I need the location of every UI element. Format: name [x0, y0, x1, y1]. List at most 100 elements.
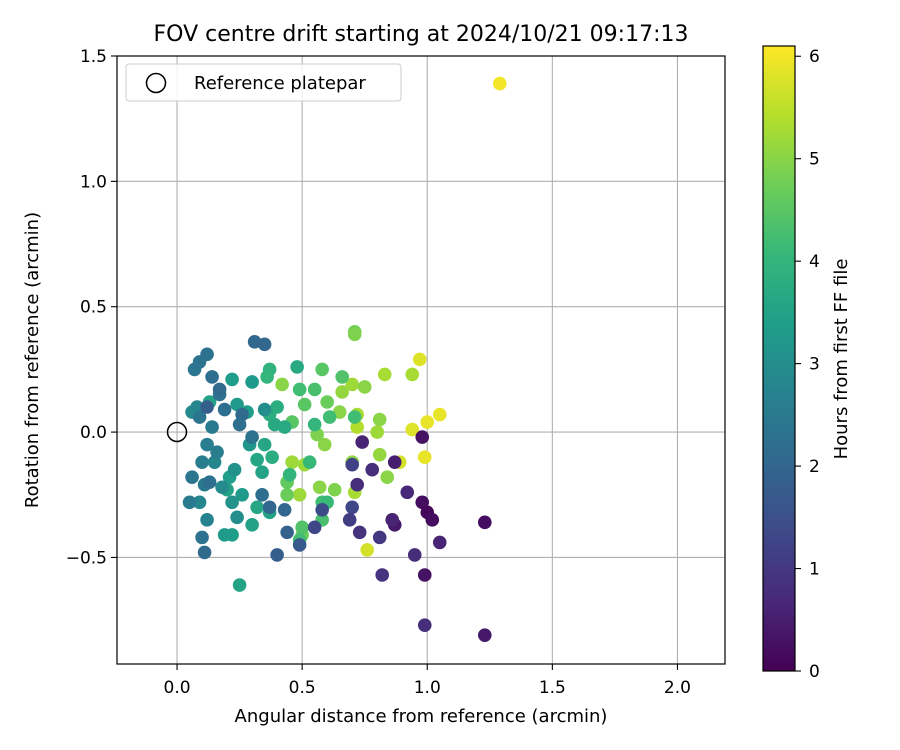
x-tick-label: 1.5 [539, 678, 566, 698]
data-point [282, 467, 297, 482]
data-point [262, 500, 277, 515]
colorbar-tick-label: 4 [809, 252, 820, 272]
data-point [372, 412, 387, 427]
data-point [493, 76, 507, 91]
data-point [245, 430, 259, 444]
data-point [200, 437, 214, 452]
chart-title: FOV centre drift starting at 2024/10/21 … [154, 22, 689, 47]
data-point [200, 513, 214, 527]
colorbar: 0 1 2 3 4 5 6 Hours from first FF file [762, 45, 852, 682]
data-point [277, 420, 292, 434]
data-point [417, 568, 432, 582]
data-point [290, 360, 304, 374]
data-point [307, 417, 322, 432]
data-point [245, 375, 259, 389]
legend-box [125, 63, 402, 102]
data-point [230, 397, 244, 412]
x-axis-label: Angular distance from reference (arcmin) [235, 706, 608, 727]
data-point [345, 500, 359, 515]
data-point [260, 370, 274, 384]
data-point [315, 362, 329, 377]
data-point [200, 347, 214, 362]
data-point [292, 487, 307, 502]
data-point [182, 495, 197, 510]
data-point [400, 485, 415, 500]
data-point [280, 487, 294, 502]
data-point [375, 568, 390, 582]
x-tick-label: 2.0 [664, 678, 691, 698]
data-point [327, 482, 342, 497]
data-points [182, 76, 507, 642]
data-point [417, 618, 432, 632]
data-point [312, 480, 327, 495]
colorbar-tick-label: 0 [809, 662, 820, 682]
data-point [225, 495, 239, 510]
data-point [257, 437, 272, 452]
data-point [205, 370, 219, 384]
data-point [255, 465, 269, 479]
legend-entry-reference-platepar: Reference platepar [194, 73, 366, 94]
data-point [415, 430, 430, 444]
data-point [355, 435, 370, 449]
data-point [235, 487, 249, 502]
y-tick-label: 0.0 [80, 423, 107, 443]
data-point [270, 400, 284, 414]
data-point [417, 450, 432, 464]
data-point [342, 513, 357, 527]
data-point [217, 528, 232, 542]
data-point [332, 405, 347, 419]
data-point [345, 377, 359, 392]
data-point [302, 455, 317, 469]
data-point [347, 327, 362, 342]
data-point [230, 510, 244, 525]
data-point [370, 425, 385, 439]
colorbar-label: Hours from first FF file [831, 259, 852, 460]
x-tick-label: 0.5 [289, 678, 316, 698]
data-point [335, 385, 349, 399]
data-point [432, 407, 447, 422]
data-point [372, 447, 387, 462]
data-point [275, 377, 289, 392]
y-axis-label: Rotation from reference (arcmin) [22, 212, 43, 508]
data-point [277, 503, 292, 517]
data-point [347, 410, 362, 424]
data-point [360, 543, 375, 557]
data-point [365, 462, 380, 477]
y-tick-label: −0.5 [66, 548, 107, 568]
y-axis-ticks: −0.5 0.0 0.5 1.0 1.5 [66, 47, 117, 568]
reference-platepar-marker [166, 421, 188, 443]
data-point [250, 452, 264, 467]
data-point [335, 370, 349, 384]
data-point [192, 410, 207, 424]
data-point [210, 445, 224, 459]
data-point [380, 470, 395, 485]
data-point [245, 518, 259, 532]
data-point [227, 462, 242, 477]
colorbar-tick-label: 3 [809, 355, 820, 375]
data-point [257, 402, 272, 417]
data-point [192, 495, 207, 510]
data-point [205, 420, 219, 434]
data-point [405, 367, 420, 382]
data-point [217, 402, 232, 417]
data-point [405, 422, 420, 437]
data-point [270, 548, 284, 562]
colorbar-tick-label: 1 [809, 560, 820, 580]
data-point [307, 520, 322, 535]
data-point [377, 367, 392, 382]
data-point [197, 545, 212, 560]
data-point [415, 495, 430, 510]
data-point [478, 628, 492, 642]
data-point [420, 415, 435, 429]
legend: Reference platepar [125, 63, 402, 102]
y-tick-label: 0.5 [80, 298, 107, 318]
x-axis-ticks: 0.0 0.5 1.0 1.5 2.0 [164, 664, 691, 698]
data-point [478, 515, 492, 530]
data-point [322, 410, 337, 424]
data-point [315, 503, 329, 517]
data-point [232, 578, 247, 592]
data-point [195, 455, 209, 469]
data-point [432, 535, 447, 550]
data-point [307, 382, 322, 397]
